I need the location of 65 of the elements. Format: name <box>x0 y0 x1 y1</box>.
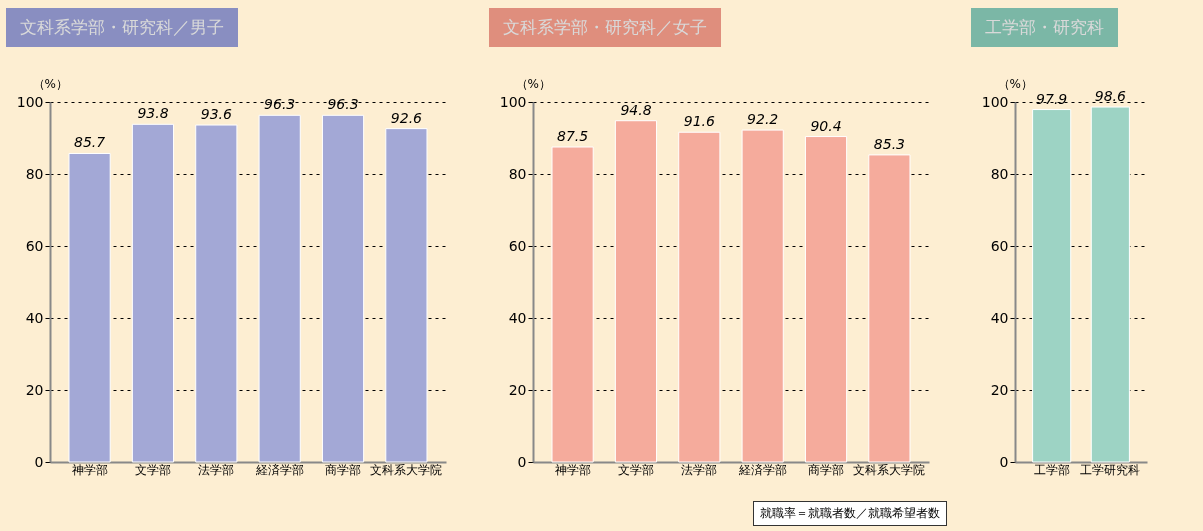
chart-title: 文科系学部・研究科／男子 <box>6 8 238 47</box>
bar <box>867 154 911 463</box>
bar <box>804 136 847 463</box>
y-tick-label: 60 <box>508 237 527 254</box>
data-label: 93.8 <box>137 105 169 122</box>
x-tick-label: 工学部 <box>1033 462 1070 477</box>
bar <box>195 124 238 463</box>
y-tick-label: 100 <box>16 93 44 110</box>
y-axis-title: （%） <box>32 76 68 91</box>
bar <box>68 152 111 463</box>
data-label: 90.4 <box>810 117 842 134</box>
y-tick-label: 0 <box>999 453 1009 470</box>
bar <box>551 146 594 463</box>
bar <box>131 123 175 463</box>
y-axis-title: （%） <box>515 76 551 91</box>
y-tick-label: 40 <box>508 309 527 326</box>
data-label: 98.6 <box>1094 87 1127 104</box>
data-label: 91.6 <box>683 113 715 130</box>
y-tick-label: 100 <box>981 93 1009 110</box>
x-tick-label: 文学部 <box>617 462 654 477</box>
y-tick-label: 80 <box>25 165 44 182</box>
y-tick-label: 20 <box>25 381 44 398</box>
x-tick-label: 神学部 <box>554 462 591 477</box>
text: 就職率＝就職者数／就職希望者数 <box>753 500 948 526</box>
bar <box>741 129 784 463</box>
data-label: 94.8 <box>619 101 652 118</box>
x-tick-label: 文学部 <box>134 462 171 477</box>
x-tick-label: 文科系大学院 <box>852 462 925 477</box>
data-label: 87.5 <box>556 127 588 144</box>
y-tick-label: 40 <box>25 309 44 326</box>
data-label: 85.3 <box>873 135 905 152</box>
x-tick-label: 文科系大学院 <box>370 462 443 477</box>
x-tick-label: 法学部 <box>680 462 717 477</box>
x-tick-label: 経済学部 <box>737 462 787 477</box>
y-tick-label: 20 <box>990 381 1009 398</box>
x-tick-label: 神学部 <box>71 462 108 477</box>
data-label: 85.7 <box>74 134 106 151</box>
y-tick-label: 80 <box>508 165 527 182</box>
x-tick-label: 法学部 <box>198 462 235 477</box>
x-tick-label: 商学部 <box>325 462 362 477</box>
x-tick-label: 工学研究科 <box>1080 462 1141 477</box>
bar <box>321 114 365 463</box>
chart-title: 工学部・研究科 <box>971 8 1119 47</box>
y-tick-label: 60 <box>25 237 44 254</box>
data-label: 93.6 <box>200 105 232 122</box>
y-tick-label: 80 <box>990 165 1009 182</box>
data-label: 97.9 <box>1036 90 1068 107</box>
y-tick-label: 60 <box>990 237 1009 254</box>
x-tick-label: 商学部 <box>807 462 844 477</box>
data-label: 96.3 <box>327 96 359 113</box>
y-tick-label: 100 <box>499 93 527 110</box>
data-label: 92.6 <box>390 109 423 126</box>
bar <box>614 120 657 463</box>
bar <box>677 131 720 463</box>
data-label: 92.2 <box>746 111 778 128</box>
x-tick-label: 経済学部 <box>254 462 304 477</box>
bar <box>258 114 301 463</box>
chart-title: 文科系学部・研究科／女子 <box>488 8 721 47</box>
bar <box>385 128 428 463</box>
y-tick-label: 0 <box>517 453 527 470</box>
data-label: 96.3 <box>264 96 296 113</box>
y-tick-label: 20 <box>508 381 527 398</box>
y-tick-label: 40 <box>990 309 1009 326</box>
y-tick-label: 0 <box>34 453 44 470</box>
y-axis-title: （%） <box>997 76 1034 91</box>
